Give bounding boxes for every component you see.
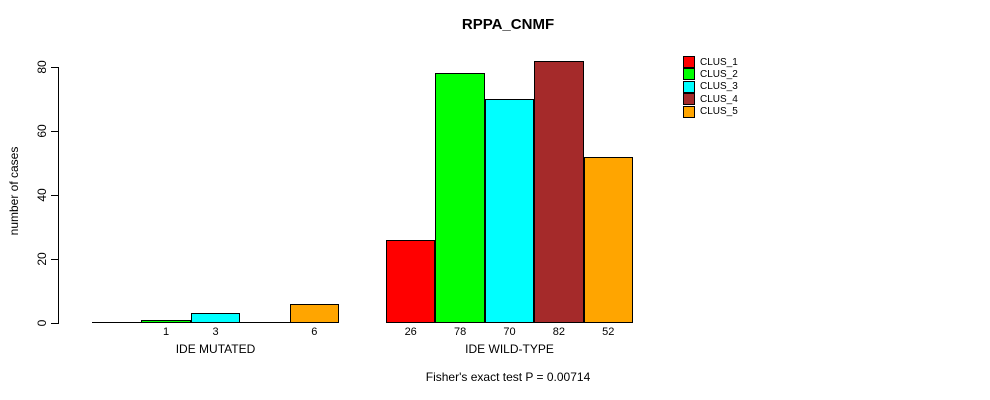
legend-color-swatch <box>683 105 695 118</box>
legend-item: CLUS_4 <box>683 93 738 106</box>
legend-label: CLUS_3 <box>700 81 738 93</box>
bar-value-label: 52 <box>602 326 615 338</box>
bar <box>534 61 584 323</box>
bar-value-label: 70 <box>503 326 516 338</box>
legend-label: CLUS_2 <box>700 68 738 80</box>
bar <box>435 73 485 323</box>
bar <box>583 157 633 323</box>
y-tick-label: 0 <box>35 319 49 327</box>
annotation-text: Fisher's exact test P = 0.00714 <box>425 370 591 384</box>
y-tick-label: 40 <box>35 188 49 202</box>
legend-color-swatch <box>683 56 695 68</box>
bar-value-label: 26 <box>404 326 417 338</box>
legend-item: CLUS_3 <box>683 80 738 93</box>
legend-label: CLUS_5 <box>700 106 738 118</box>
zero-height-bar <box>92 322 142 323</box>
y-axis-line <box>58 67 59 324</box>
y-tick-label: 60 <box>35 124 49 138</box>
y-tick <box>51 323 58 324</box>
y-tick <box>51 195 58 196</box>
y-tick <box>51 131 58 132</box>
bar <box>289 304 339 323</box>
group-label: IDE WILD-TYPE <box>465 342 554 356</box>
bar-value-label: 82 <box>552 326 566 338</box>
zero-height-bar <box>240 322 290 323</box>
bar-value-label: 1 <box>163 326 170 338</box>
bar-value-label: 78 <box>453 326 467 338</box>
bar-value-label: 6 <box>311 326 318 338</box>
y-tick-label: 20 <box>35 252 49 266</box>
legend-color-swatch <box>683 93 695 106</box>
bar <box>141 320 191 323</box>
bar-value-label: 3 <box>212 326 219 338</box>
group-label: IDE MUTATED <box>175 342 256 356</box>
legend-color-swatch <box>683 68 695 81</box>
legend-item: CLUS_5 <box>683 105 738 118</box>
bar <box>386 240 436 323</box>
legend-label: CLUS_4 <box>700 93 738 105</box>
y-axis-label: number of cases <box>7 146 21 236</box>
legend-label: CLUS_1 <box>700 56 738 68</box>
chart-title: RPPA_CNMF <box>461 16 555 33</box>
bar <box>190 313 241 323</box>
legend-color-swatch <box>683 80 695 93</box>
legend-item: CLUS_1 <box>683 56 738 68</box>
y-tick <box>51 67 58 68</box>
y-tick-label: 80 <box>35 60 49 74</box>
y-tick <box>51 259 58 260</box>
bar <box>484 99 535 323</box>
legend-item: CLUS_2 <box>683 68 738 81</box>
